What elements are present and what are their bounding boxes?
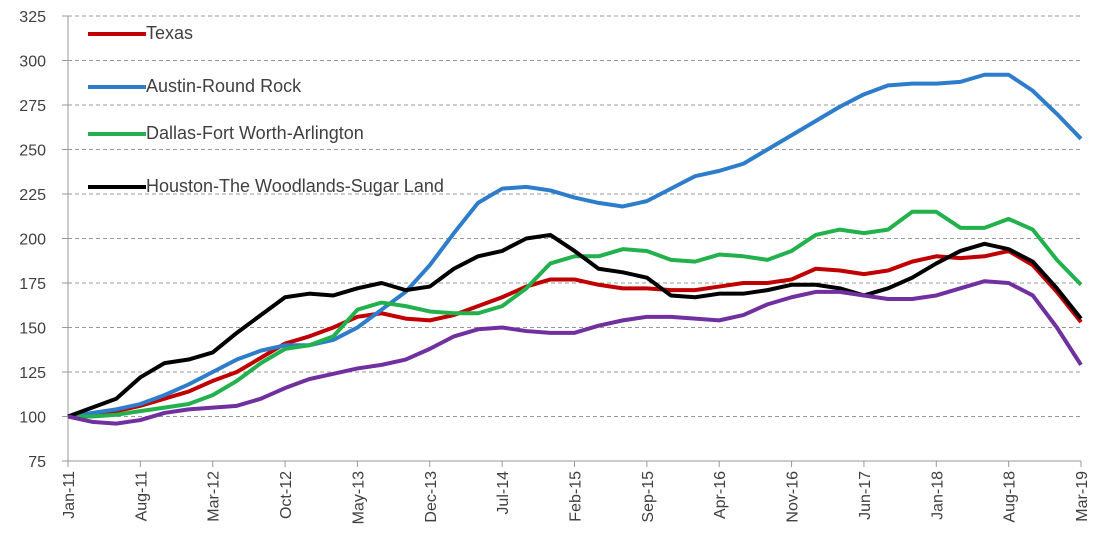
legend-item: Dallas-Fort Worth-Arlington bbox=[88, 120, 456, 147]
x-tick-label: Dec-13 bbox=[423, 471, 440, 523]
x-tick-label: Aug-18 bbox=[1002, 471, 1019, 523]
y-tick-label: 250 bbox=[19, 143, 46, 160]
x-tick-label: Jul-14 bbox=[495, 471, 512, 515]
legend-item: Texas bbox=[88, 20, 456, 47]
y-tick-label: 75 bbox=[28, 454, 46, 471]
y-tick-label: 175 bbox=[19, 276, 46, 293]
x-tick-label: Nov-16 bbox=[785, 471, 802, 523]
y-tick-label: 225 bbox=[19, 187, 46, 204]
legend-swatch bbox=[88, 85, 146, 89]
y-tick-label: 125 bbox=[19, 365, 46, 382]
x-tick-label: Jun-17 bbox=[857, 471, 874, 520]
y-tick-label: 200 bbox=[19, 232, 46, 249]
series-line bbox=[68, 209, 1083, 419]
legend-item: Austin-Round Rock bbox=[88, 73, 456, 100]
x-tick-label: Jan-11 bbox=[61, 471, 78, 519]
x-tick-label: Sep-15 bbox=[640, 471, 657, 523]
legend-label: Houston-The Woodlands-Sugar Land bbox=[146, 176, 444, 196]
x-tick-label: May-13 bbox=[350, 471, 367, 524]
legend-label: Austin-Round Rock bbox=[146, 76, 302, 96]
legend-label: Dallas-Fort Worth-Arlington bbox=[146, 123, 364, 143]
y-tick-label: 150 bbox=[19, 321, 46, 338]
legend-item: Houston-The Woodlands-Sugar Land bbox=[88, 173, 456, 200]
legend-swatch bbox=[88, 185, 146, 189]
series-line bbox=[67, 232, 1083, 419]
x-tick-label: Oct-12 bbox=[278, 471, 295, 519]
x-tick-label: Feb-15 bbox=[568, 471, 585, 522]
series-line bbox=[67, 72, 1083, 419]
y-tick-label: 325 bbox=[19, 9, 46, 26]
y-tick-label: 275 bbox=[19, 98, 46, 115]
x-tick-label: Mar-12 bbox=[206, 471, 223, 522]
x-tick-label: Aug-11 bbox=[133, 471, 150, 522]
x-tick-label: Apr-16 bbox=[712, 471, 729, 519]
legend-label: Texas bbox=[146, 23, 194, 43]
legend-swatch bbox=[88, 132, 146, 136]
y-tick-label: 100 bbox=[19, 410, 46, 427]
series-line bbox=[67, 279, 1083, 426]
y-tick-label: 300 bbox=[19, 54, 46, 71]
x-tick-label: Jan-18 bbox=[929, 471, 946, 520]
x-tick-label: Mar-19 bbox=[1074, 471, 1091, 522]
series-line bbox=[67, 248, 1083, 419]
legend-swatch bbox=[88, 32, 146, 36]
